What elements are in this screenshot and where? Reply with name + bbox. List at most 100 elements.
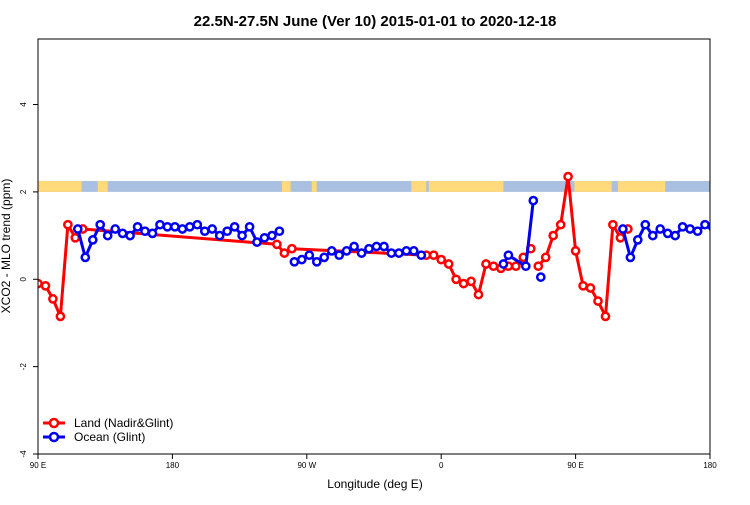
data-point <box>401 246 412 256</box>
data-point <box>199 226 210 237</box>
data-point <box>341 246 352 256</box>
data-point <box>48 294 58 304</box>
legend-ocean-marker <box>48 431 60 443</box>
series-line <box>502 200 535 268</box>
data-point <box>102 230 113 241</box>
data-point <box>371 241 382 252</box>
y-tick-label: 2 <box>19 189 28 194</box>
x-tick-label: 90 E <box>30 461 46 470</box>
chart-title: 22.5N-27.5N June (Ver 10) 2015-01-01 to … <box>194 13 557 30</box>
data-point <box>55 311 66 322</box>
data-point <box>585 283 596 293</box>
land-band-segment <box>617 180 666 192</box>
data-point <box>272 239 282 250</box>
data-point <box>600 311 611 322</box>
data-point <box>662 228 673 239</box>
data-point <box>548 230 559 241</box>
data-point <box>125 230 135 241</box>
y-axis-label: XCO2 - MLO trend (ppm) <box>0 179 13 314</box>
data-point <box>364 243 374 254</box>
series-line <box>537 175 630 318</box>
data-point <box>593 296 603 306</box>
data-point <box>540 252 551 263</box>
data-point <box>80 252 91 263</box>
y-tick-label: 4 <box>19 102 28 107</box>
data-point <box>214 230 225 241</box>
data-point <box>700 219 710 230</box>
data-point <box>70 232 81 243</box>
data-point <box>229 221 240 232</box>
legend-land-marker <box>48 417 60 429</box>
data-point <box>110 224 121 234</box>
y-tick-label: -2 <box>19 363 28 371</box>
land-band-segment <box>428 180 504 192</box>
data-point <box>95 219 106 230</box>
data-point <box>72 224 83 234</box>
land-band-segment <box>281 180 291 192</box>
data-point <box>296 254 307 265</box>
data-point <box>685 224 695 234</box>
data-point <box>632 235 643 245</box>
data-point <box>170 221 180 232</box>
data-point <box>237 230 247 241</box>
data-point <box>625 252 636 263</box>
data-point <box>279 248 290 258</box>
data-point <box>511 261 521 272</box>
data-point <box>289 256 300 267</box>
data-point <box>394 248 404 258</box>
data-point <box>267 230 277 241</box>
data-point <box>252 237 262 247</box>
series-ocean <box>72 195 710 282</box>
data-point <box>488 261 499 272</box>
data-point <box>87 235 98 245</box>
data-point <box>259 232 270 243</box>
data-point <box>555 219 566 230</box>
data-point <box>184 221 195 232</box>
data-point <box>670 230 681 241</box>
data-point <box>416 250 427 261</box>
surface-band <box>38 180 710 192</box>
land-band-segment <box>574 180 612 192</box>
land-band-segment <box>411 180 427 192</box>
land-band-segment <box>311 180 317 192</box>
data-point <box>356 248 367 258</box>
data-point <box>63 219 73 230</box>
data-point <box>334 250 345 261</box>
data-point <box>608 219 618 230</box>
data-point <box>528 195 539 206</box>
legend: Land (Nadir&Glint) Ocean (Glint) <box>43 416 173 444</box>
data-point <box>132 221 143 232</box>
data-point <box>155 219 165 230</box>
data-point <box>304 250 315 261</box>
data-point <box>147 228 158 239</box>
series-layer <box>38 171 710 322</box>
data-point <box>287 243 297 254</box>
data-point <box>655 224 666 234</box>
data-point <box>533 261 544 272</box>
x-tick-label: 90 E <box>567 461 583 470</box>
data-point <box>473 289 484 300</box>
land-band-segment <box>38 180 82 192</box>
data-point <box>379 241 389 252</box>
data-point <box>458 278 469 289</box>
data-point <box>498 259 509 269</box>
data-point <box>140 226 150 237</box>
data-point <box>481 259 491 269</box>
data-point <box>386 248 397 258</box>
y-tick-label: -4 <box>19 450 28 458</box>
data-point <box>311 256 322 267</box>
data-point <box>326 246 337 256</box>
legend-land-label: Land (Nadir&Glint) <box>74 416 173 430</box>
data-point <box>451 274 461 285</box>
x-tick-label: 90 W <box>297 461 316 470</box>
data-point <box>535 272 546 282</box>
data-point <box>207 224 218 234</box>
data-point <box>647 230 658 241</box>
data-point <box>274 226 285 237</box>
data-point <box>520 261 531 272</box>
data-point <box>192 219 203 230</box>
x-tick-label: 0 <box>439 461 444 470</box>
data-point <box>692 226 703 237</box>
